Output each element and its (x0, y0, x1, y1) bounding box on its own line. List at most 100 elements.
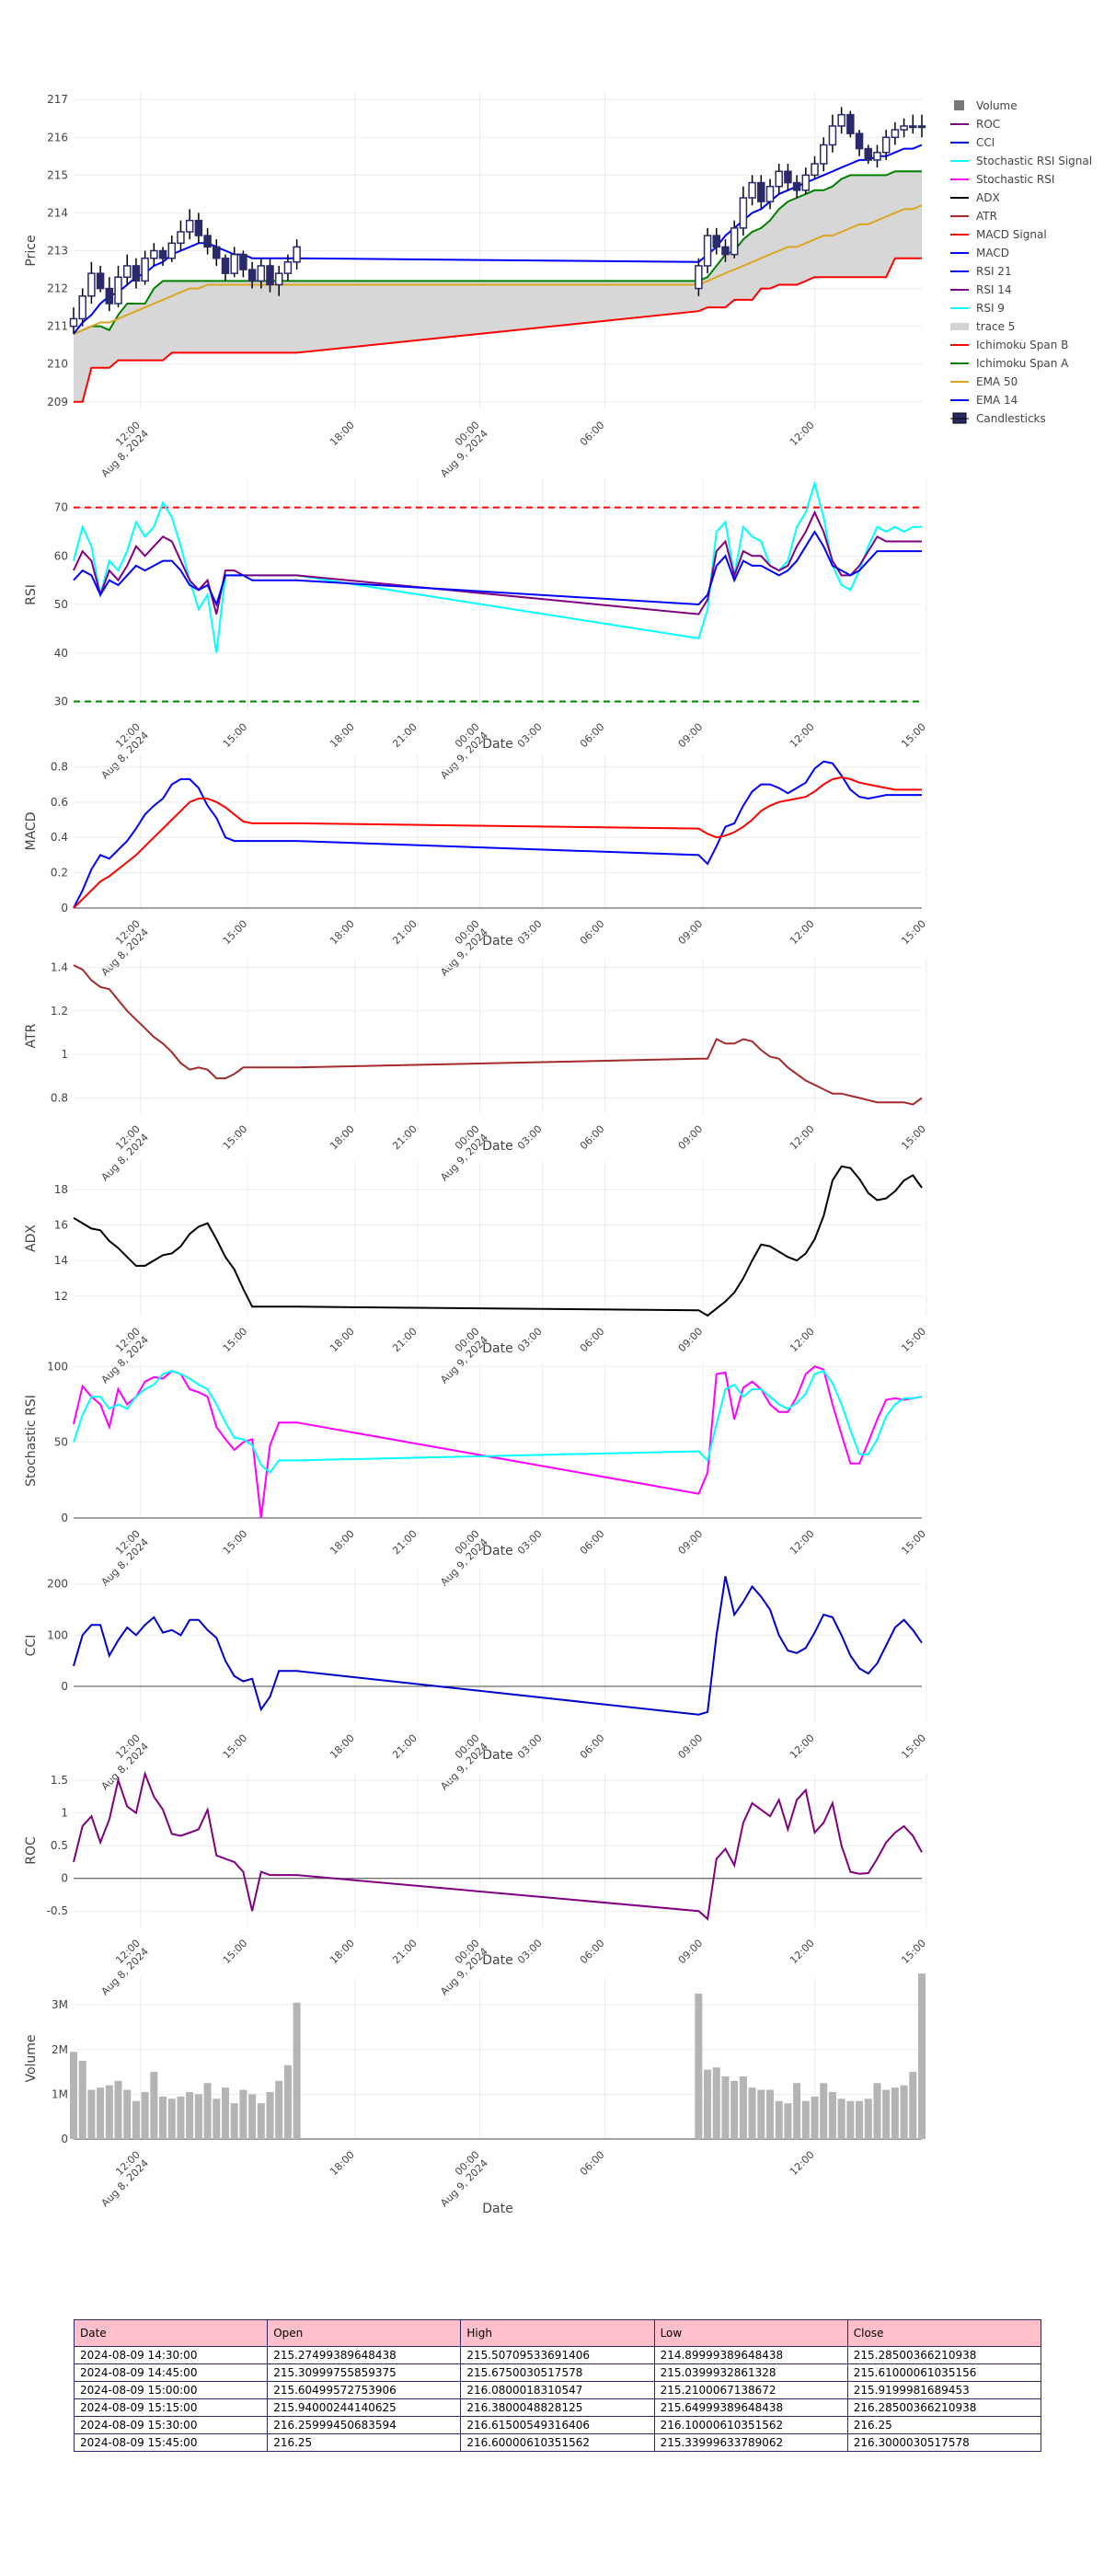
price-ytick-label: 215 (47, 168, 68, 181)
stochastic_rsi-xtick: 21:00 (390, 1528, 420, 1558)
volume-bar (757, 2089, 765, 2139)
table-cell: 215.33999633789062 (653, 2433, 848, 2452)
table-row: 2024-08-09 15:30:00 216.25999450683594 2… (73, 2416, 1042, 2434)
table-row: 2024-08-09 15:15:00 215.94000244140625 2… (73, 2398, 1042, 2417)
candle-body (247, 269, 257, 282)
price-ytick-label: 211 (47, 320, 68, 333)
candle-body (917, 125, 926, 129)
legend-label: ADX (976, 191, 1000, 204)
stochastic_rsi-xtick-label: 18:00 (328, 1528, 357, 1558)
candle-body (167, 242, 177, 259)
atr-xtick: 15:00 (221, 1123, 250, 1153)
price-xtick-label: 18:00 (328, 420, 357, 449)
ichimoku-cloud (74, 171, 922, 402)
atr-xtick-label: 06:00 (578, 1123, 607, 1153)
candle-body (78, 295, 86, 320)
roc-xtick: 09:00 (676, 1938, 706, 1967)
table-header-low: Low (653, 2319, 848, 2347)
price-ytick-label: 213 (47, 245, 68, 258)
legend-label: Stochastic RSI (976, 173, 1054, 186)
macd-series-line (73, 776, 922, 909)
adx-xtick: 06:00 (578, 1326, 607, 1355)
volume-ytick-label: 1M (52, 2087, 68, 2100)
roc-ylabel: ROC (24, 1836, 39, 1865)
table-body: 2024-08-09 14:30:00 215.27499389648438 2… (73, 2346, 1042, 2452)
candle-body (132, 265, 141, 282)
rsi-xtick: 21:00 (390, 721, 420, 751)
price-ytick-label: 209 (47, 396, 68, 408)
atr-xtick-label: 03:00 (515, 1123, 545, 1153)
candle-body (283, 261, 293, 274)
atr-xtick-label: 09:00 (676, 1123, 706, 1153)
cci-xtick: 09:00 (676, 1732, 706, 1762)
candle-body (239, 253, 247, 270)
adx-ylabel: ADX (24, 1225, 39, 1252)
candle-body (695, 265, 703, 290)
legend-label: RSI 9 (976, 302, 1005, 315)
volume-bar (141, 2091, 149, 2139)
volume-bar (846, 2100, 855, 2139)
atr-xlabel: Date (482, 1139, 512, 1154)
table-cell: 215.28500366210938 (846, 2346, 1042, 2364)
rsi-xtick-label: 09:00 (676, 721, 706, 751)
atr-xtick-label: 18:00 (328, 1123, 357, 1153)
legend-label: Stochastic RSI Signal (976, 155, 1092, 167)
candle-body (811, 163, 819, 177)
legend-label: CCI (976, 136, 995, 149)
candle-body (141, 257, 149, 282)
adx-xtick: 15:00 (221, 1326, 250, 1355)
adx-ytick-label: 14 (54, 1254, 68, 1267)
volume-bar (293, 2002, 301, 2139)
macd-xtick: 15:00 (899, 918, 928, 948)
volume-bar (239, 2089, 247, 2139)
volume-xtick-label: 06:00 (578, 2149, 607, 2179)
candle-body (739, 197, 748, 229)
cci-xtick: 15:00 (221, 1732, 250, 1762)
volume-bar (864, 2099, 872, 2139)
price-xtick-label: 12:00 (788, 420, 817, 449)
roc-xtick-label: 15:00 (221, 1938, 250, 1967)
legend-label: Volume (976, 99, 1018, 112)
volume-bar (87, 2089, 96, 2139)
adx-ytick-label: 18 (54, 1183, 68, 1196)
rsi-xtick-label: 06:00 (578, 721, 607, 751)
stochastic_rsi-xtick-label: 06:00 (578, 1528, 607, 1558)
table-cell: 215.61000061035156 (846, 2363, 1042, 2382)
legend: Volume ROC CCI Stochastic RSI Signal Stochas… (950, 99, 1092, 425)
macd-xtick-label: 06:00 (578, 918, 607, 948)
volume-xlabel: Date (482, 2202, 512, 2216)
volume-bar (150, 2072, 158, 2139)
volume-bar (167, 2099, 176, 2139)
stochastic_rsi-xtick: 15:00 (899, 1528, 928, 1558)
cci-ytick-label: 200 (47, 1578, 68, 1591)
candle-body (846, 113, 855, 134)
cci-xtick: 12:00 (788, 1732, 817, 1762)
legend-label: Ichimoku Span B (976, 339, 1068, 351)
volume-bar (766, 2089, 775, 2139)
adx-xtick: 09:00 (676, 1326, 706, 1355)
table-row: 2024-08-09 14:30:00 215.27499389648438 2… (73, 2346, 1042, 2364)
volume-bar (283, 2064, 292, 2139)
candle-body (69, 317, 78, 328)
candle-body (185, 219, 194, 233)
table-cell: 216.25 (846, 2416, 1042, 2434)
legend-label: Candlesticks (976, 412, 1046, 425)
adx-xtick-label: 12:00 (788, 1326, 817, 1355)
candle-body (855, 132, 864, 150)
candle-body (828, 125, 837, 146)
roc-ytick-label: 1.5 (51, 1774, 68, 1787)
legend-swatch (950, 323, 969, 330)
roc-xtick: 18:00 (328, 1938, 357, 1967)
legend-swatch (954, 100, 964, 110)
volume-bar (873, 2083, 881, 2139)
macd-xtick: 06:00 (578, 918, 607, 948)
price-ytick-label: 217 (47, 93, 68, 106)
volume-bar (828, 2091, 836, 2139)
